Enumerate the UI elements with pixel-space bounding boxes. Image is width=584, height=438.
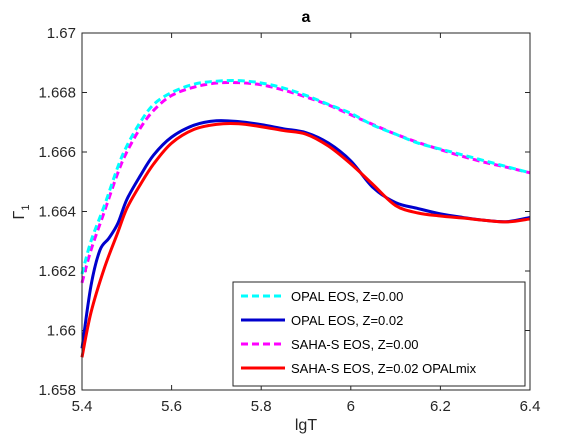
- x-axis-ticks: 5.4 5.6 5.8 6 6.2 6.4: [72, 33, 541, 415]
- x-axis-label: lgT: [295, 417, 317, 434]
- svg-text:Γ1: Γ1: [11, 205, 32, 220]
- series-line-0: [80, 78, 531, 275]
- series-line-3: [80, 122, 531, 358]
- legend-label: SAHA-S EOS, Z=0.02 OPALmix: [291, 361, 477, 376]
- chart-title: a: [302, 9, 311, 26]
- y-axis-label-subscript: 1: [20, 205, 32, 211]
- series-line-2: [80, 80, 531, 284]
- y-axis-label-main: Γ: [11, 210, 28, 219]
- plot-frame: [81, 32, 531, 391]
- legend-label: SAHA-S EOS, Z=0.00: [291, 337, 419, 352]
- x-tick-label: 5.4: [72, 398, 93, 415]
- y-axis-ticks: 1.658 1.66 1.662 1.664 1.666 1.668 1.67: [38, 25, 530, 399]
- legend-label: OPAL EOS, Z=0.00: [291, 289, 403, 304]
- series-layer: [80, 78, 531, 358]
- x-tick-label: 5.6: [161, 398, 182, 415]
- x-tick-label: 5.8: [251, 398, 272, 415]
- series-line-1: [80, 119, 531, 349]
- x-tick-label: 6.2: [430, 398, 451, 415]
- y-axis-label: Γ1: [11, 205, 32, 220]
- x-tick-label: 6: [347, 398, 355, 415]
- y-tick-label: 1.668: [38, 85, 76, 102]
- y-tick-label: 1.664: [38, 204, 76, 221]
- y-tick-label: 1.658: [38, 382, 76, 399]
- legend-label: OPAL EOS, Z=0.02: [291, 313, 403, 328]
- y-tick-label: 1.66: [47, 323, 76, 340]
- y-tick-label: 1.666: [38, 144, 76, 161]
- y-tick-label: 1.67: [47, 25, 76, 42]
- x-tick-label: 6.4: [520, 398, 541, 415]
- legend: OPAL EOS, Z=0.00 OPAL EOS, Z=0.02 SAHA-S E…: [232, 281, 526, 387]
- y-tick-label: 1.662: [38, 263, 76, 280]
